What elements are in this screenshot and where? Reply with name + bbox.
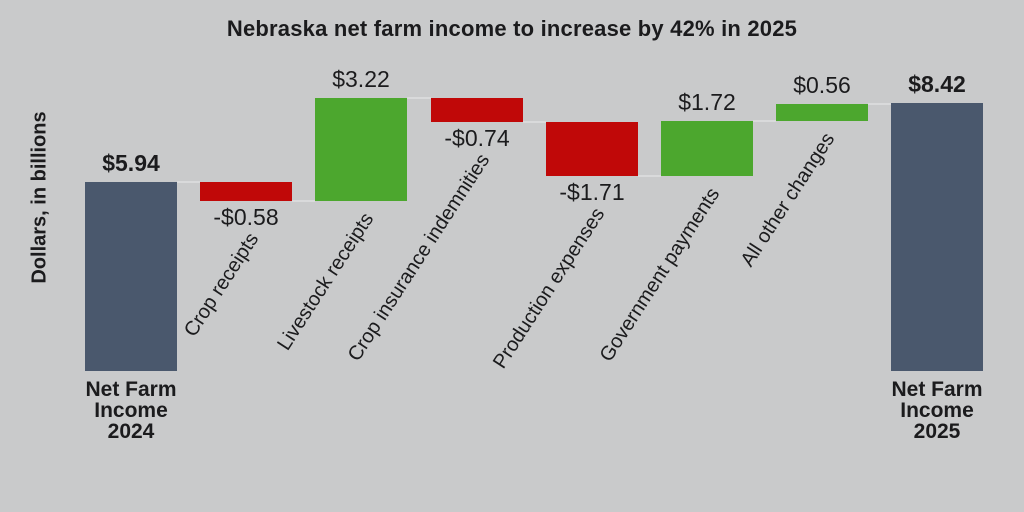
category-label-line: Net Farm (891, 378, 983, 401)
connector-line (177, 181, 200, 183)
category-label-production-expenses: Production expenses (489, 204, 610, 373)
chart-title: Nebraska net farm income to increase by … (226, 16, 798, 41)
connector-line (868, 103, 891, 105)
connector-line (638, 175, 661, 177)
value-label-livestock-receipts: $3.22 (332, 66, 390, 92)
connector-line (292, 200, 315, 202)
value-label-net-farm-income-2024: $5.94 (102, 150, 160, 176)
category-label-line: 2024 (107, 420, 155, 443)
category-label-line: Income (900, 399, 974, 422)
category-label-line: 2025 (913, 420, 961, 443)
category-label-crop-receipts: Crop receipts (179, 229, 264, 341)
bar-production-expenses (546, 122, 638, 176)
bar-crop-insurance-indemnities (431, 98, 523, 122)
bar-government-payments (661, 121, 753, 176)
bar-net-farm-income-2024 (85, 182, 177, 371)
connector-line (407, 97, 431, 99)
category-label-government-payments: Government payments (595, 184, 725, 366)
value-label-crop-insurance-indemnities: -$0.74 (444, 125, 510, 151)
category-label-line: Net Farm (85, 378, 177, 401)
bar-crop-receipts (200, 182, 292, 201)
category-label-net-farm-income-2024: Net Farm Income 2024 (31, 379, 231, 442)
value-label-production-expenses: -$1.71 (559, 179, 625, 205)
bar-all-other-changes (776, 104, 868, 121)
value-label-government-payments: $1.72 (678, 89, 736, 115)
bar-net-farm-income-2025 (891, 103, 983, 371)
value-label-all-other-changes: $0.56 (793, 72, 851, 98)
category-label-line: Income (94, 399, 168, 422)
category-label-net-farm-income-2025: Net Farm Income 2025 (837, 379, 1024, 442)
value-label-crop-receipts: -$0.58 (213, 204, 279, 230)
y-axis-label: Dollars, in billions (28, 111, 51, 284)
value-label-net-farm-income-2025: $8.42 (908, 71, 966, 97)
connector-line (753, 120, 776, 122)
connector-line (523, 121, 546, 123)
bar-livestock-receipts (315, 98, 407, 201)
